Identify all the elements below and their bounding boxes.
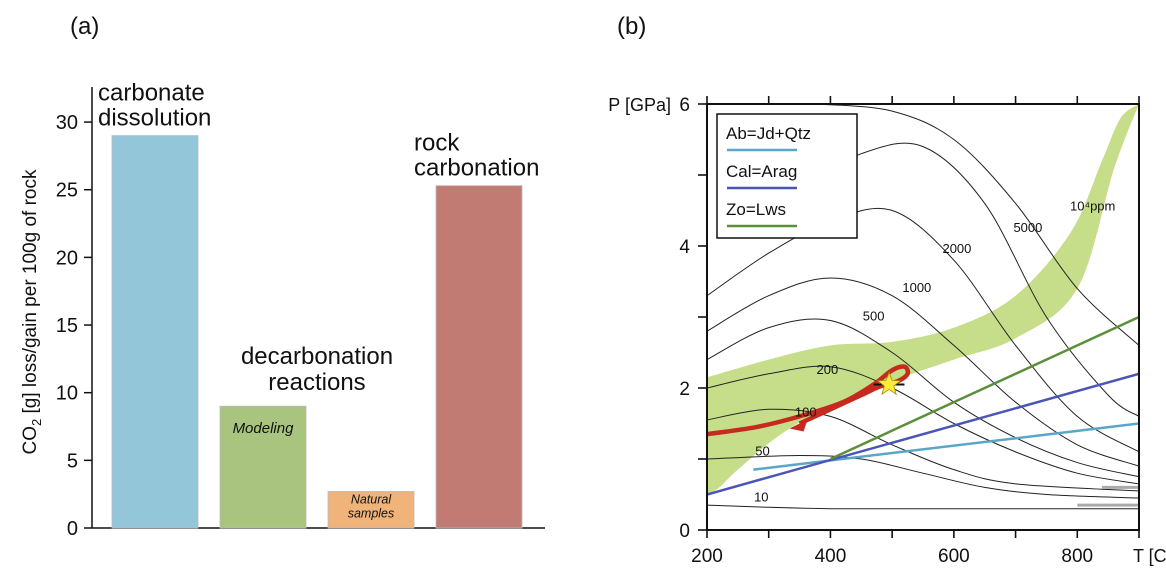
concentration-contour [707,365,1139,485]
y-tick-label: 2 [679,379,690,400]
contour-label: 500 [863,309,885,324]
contour-label: 1000 [902,280,931,295]
bar [435,185,523,529]
phase-diagram-b: 200 400 600 800 0 2 4 P [GPa] 6 T [C°] 10 50 100 200… [608,95,1166,567]
concentration-contour [707,318,1139,478]
bar-inner-label: Natural [351,492,393,506]
bar-chart-y-tick-label: 30 [56,112,78,134]
bar-annotation: carbonate [98,80,205,107]
x-tick-label: 400 [815,546,847,567]
bar [219,405,307,529]
x-tick-label: 600 [938,546,970,567]
bar [327,491,415,529]
ptt-path-arrow [789,419,808,432]
panel-a-label: (a) [70,13,99,40]
bar-inner-label: samples [348,506,395,520]
bar-chart-y-tick-label: 15 [56,315,78,337]
sample-star-marker [876,371,902,396]
legend-entry-label: Zo=Lws [726,200,786,219]
panel-b-label: (b) [617,13,646,40]
bar-chart-y-tick-label: 20 [56,247,78,269]
contour-label: 50 [755,443,769,458]
contour-label: 200 [816,362,838,377]
contour-label: 10 [754,490,768,505]
bar-group-annotation: reactions [268,369,365,396]
bar-chart-a: CO2 [g] loss/gain per 100g of rock 0 5 10 1… [20,80,545,540]
bar [111,135,199,529]
legend-box [716,113,858,239]
bar-inner-label: Modeling [233,420,295,437]
bar-chart-y-axis-label: CO2 [g] loss/gain per 100g of rock [20,169,44,454]
bar-chart-y-tick-label: 25 [56,180,78,202]
legend-entry-label: Cal=Arag [726,162,797,181]
stability-field-region [707,104,1139,495]
bar-chart-y-tick-label: 0 [67,518,78,540]
contour-label: 10⁴ppm [1070,199,1115,214]
reaction-line [829,315,1139,461]
y-axis-label: P [GPa] [608,95,671,115]
y-tick-label: 4 [679,237,690,258]
y-tick-label: 0 [679,521,690,542]
bar-chart-y-tick-label: 10 [56,383,78,405]
y-tick-label: 6 [679,95,690,116]
legend-entry-label: Ab=Jd+Qtz [726,124,811,143]
x-tick-label: 800 [1061,546,1093,567]
ptt-path [707,364,911,437]
concentration-contour [707,504,1139,510]
contour-label: 100 [795,404,817,419]
reaction-line [753,422,1139,471]
concentration-contour [707,408,1139,492]
concentration-contour [707,277,1139,467]
reaction-line [707,372,1139,496]
bar-annotation: dissolution [98,105,211,132]
bar-chart-y-tick-label: 5 [67,450,78,472]
x-tick-label: 200 [691,546,723,567]
x-axis-label: T [C°] [1133,546,1166,566]
bar-annotation: rock [414,130,460,157]
contour-label: 5000 [1013,220,1042,235]
contour-label: 2000 [942,241,971,256]
bar-annotation: carbonation [414,155,539,182]
bar-group-annotation: decarbonation [241,343,393,370]
concentration-contour [818,104,1139,346]
concentration-contour [707,207,1139,453]
concentration-contour [707,454,1139,499]
